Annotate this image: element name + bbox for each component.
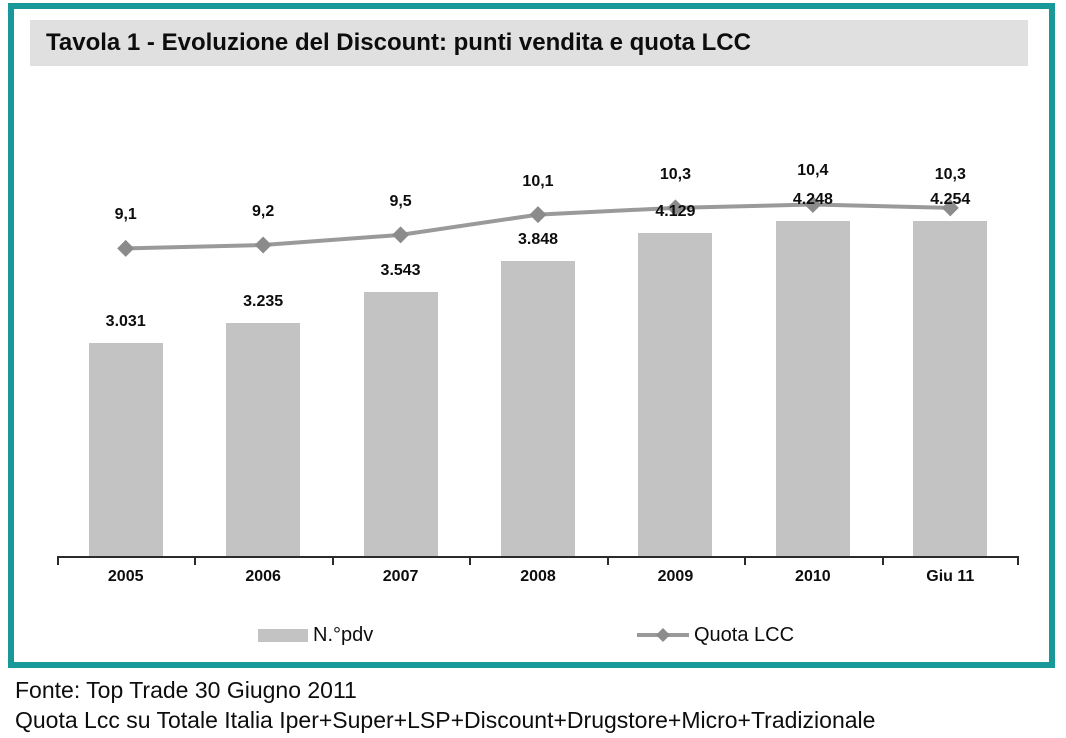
- x-axis-label: 2007: [382, 568, 419, 585]
- axis-tick: [194, 556, 196, 565]
- bar-swatch-icon: [258, 628, 308, 642]
- bar-value-label: 3.543: [380, 261, 421, 279]
- line-value-label: 9,5: [389, 192, 412, 210]
- axis-tick: [469, 556, 471, 565]
- line-value-label: 9,1: [114, 206, 137, 224]
- x-axis-label: 2006: [245, 568, 281, 585]
- bar-2006: [226, 322, 301, 556]
- legend-line-label: Quota LCC: [694, 623, 795, 646]
- axis-tick: [607, 556, 609, 565]
- plot-area: 3.031 9,1 3.235 9,2 3.543 9,5 3.848 10,1 4.129 10…: [57, 140, 1019, 585]
- line-diamond-markers: [117, 195, 959, 257]
- x-axis-label: 2008: [520, 568, 556, 585]
- legend-item-quota-lcc: Quota LCC: [637, 623, 795, 646]
- bar-value-label: 4.248: [792, 191, 833, 209]
- bar-value-label: 3.031: [105, 312, 146, 330]
- legend-bar-label: N.°pdv: [313, 623, 374, 646]
- axis-tick: [57, 556, 59, 565]
- axis-tick: [332, 556, 334, 565]
- source-note: Fonte: Top Trade 30 Giugno 2011 Quota Lc…: [15, 675, 875, 735]
- line-value-label: 10,3: [659, 165, 691, 183]
- line-value-label: 10,4: [797, 162, 829, 180]
- coverage-line: Quota Lcc su Totale Italia Iper+Super+LS…: [15, 707, 876, 733]
- bar-2007: [363, 291, 438, 556]
- x-axis-label: 2010: [795, 568, 831, 585]
- axis-tick: [744, 556, 746, 565]
- axis-tick: [1017, 556, 1019, 565]
- bar-value-label: 4.129: [655, 203, 696, 221]
- line-value-label: 9,2: [252, 203, 275, 221]
- x-axis-label: 2005: [107, 568, 144, 585]
- x-axis-label: 2009: [657, 568, 694, 585]
- bar-2005: [88, 342, 163, 556]
- bar-value-label: 3.235: [243, 292, 284, 310]
- chart-frame: Tavola 1 - Evoluzione del Discount: punt…: [8, 3, 1055, 668]
- axis-tick: [882, 556, 884, 565]
- legend-item-pdv: N.°pdv: [258, 623, 374, 646]
- bar-2010: [775, 221, 850, 556]
- bar-2008: [501, 261, 575, 556]
- x-axis-label: Giu 11: [926, 568, 975, 585]
- chart-title: Tavola 1 - Evoluzione del Discount: punt…: [30, 20, 1028, 66]
- quota-lcc-line: [117, 195, 959, 257]
- line-value-label: 10,3: [934, 165, 966, 183]
- source-line: Fonte: Top Trade 30 Giugno 2011: [15, 677, 357, 703]
- bar-value-label: 3.848: [517, 231, 559, 249]
- bar-Giu 11: [913, 220, 988, 556]
- bar-value-label: 4.254: [930, 190, 971, 208]
- line-value-label: 10,1: [522, 172, 554, 190]
- line-marker-swatch-icon: [637, 628, 689, 642]
- bar-2009: [638, 233, 713, 556]
